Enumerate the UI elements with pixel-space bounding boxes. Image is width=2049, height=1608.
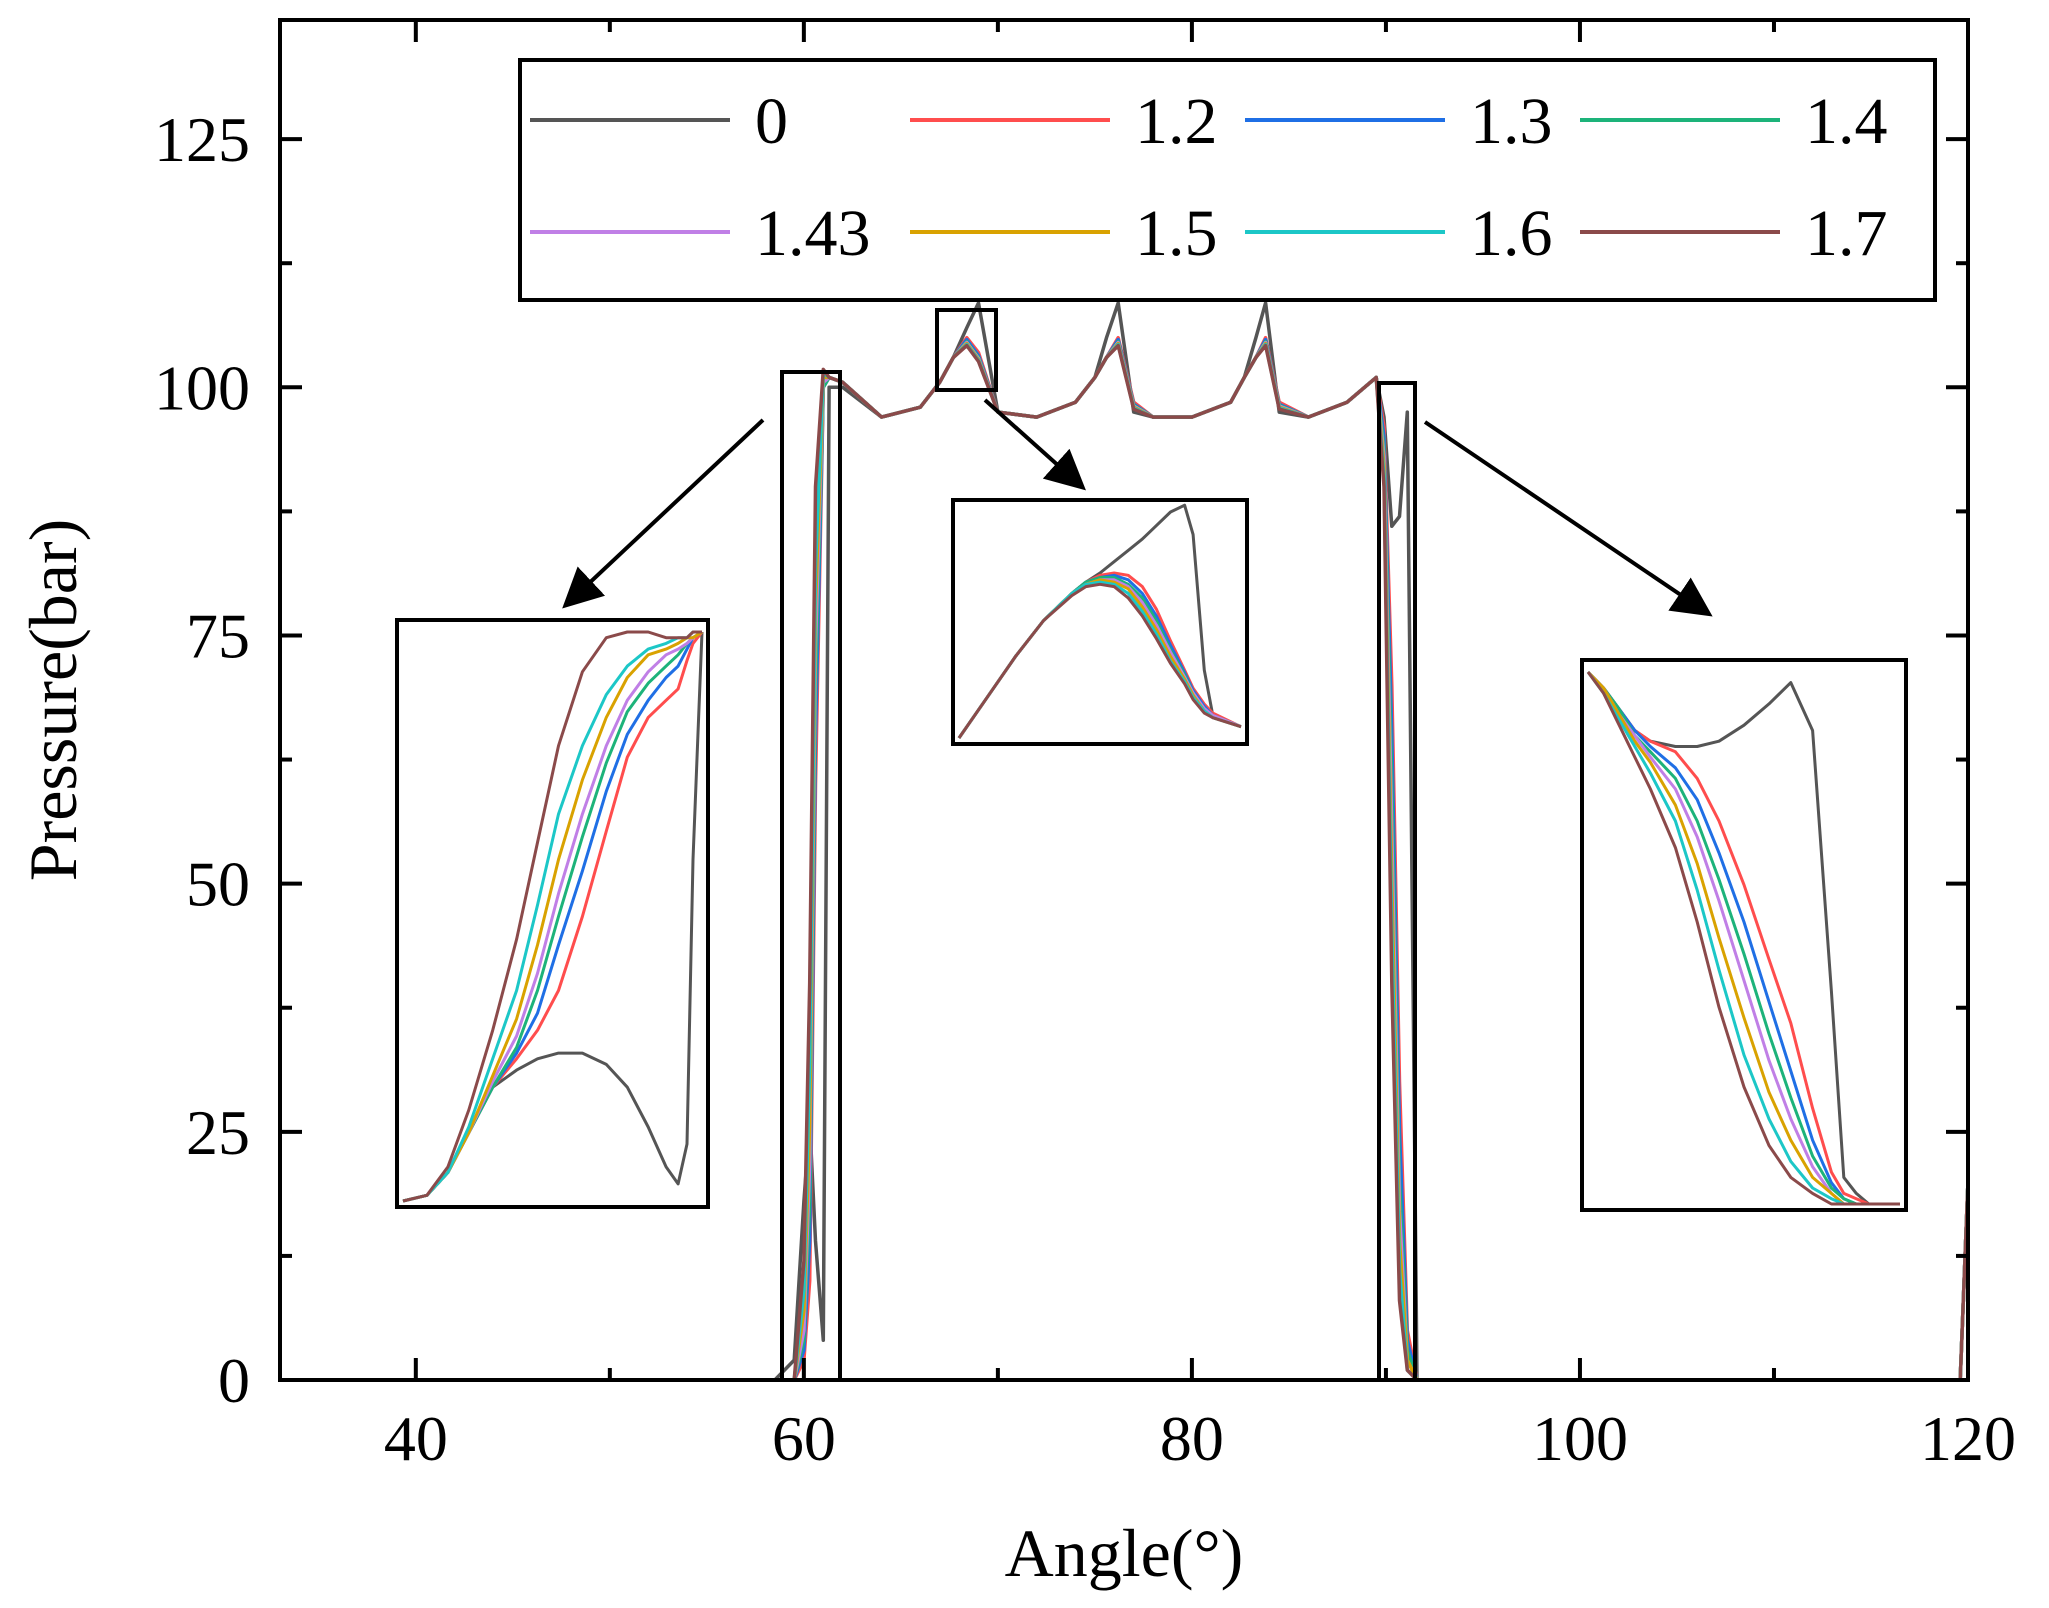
legend-label-1.5: 1.5 — [1135, 197, 1218, 270]
legend-label-0: 0 — [755, 85, 788, 158]
inset-right-zoom — [1580, 658, 1908, 1212]
arrow-right — [1423, 420, 1713, 617]
y-tick-label: 25 — [186, 1097, 250, 1168]
x-tick-label: 100 — [1532, 1403, 1628, 1474]
x-tick-label: 80 — [1160, 1403, 1224, 1474]
inset-left-zoom — [395, 618, 710, 1209]
legend-label-1.3: 1.3 — [1470, 85, 1553, 158]
zoom-box-middle — [935, 308, 998, 392]
y-tick-label: 75 — [186, 600, 250, 671]
plot-frame — [278, 18, 1970, 1382]
legend-label-1.43: 1.43 — [755, 197, 871, 270]
y-axis-title: Pressure(bar) — [15, 519, 91, 882]
inset-series-line-1.7 — [402, 630, 702, 1203]
main-series-lines — [280, 301, 1968, 1380]
legend-label-1.4: 1.4 — [1805, 85, 1888, 158]
series-line-0 — [280, 301, 1968, 1380]
arrow-middle — [983, 398, 1086, 491]
x-axis-title: Angle(°) — [1005, 1515, 1244, 1591]
x-axis-ticks: 40 60 80 100 120 — [384, 20, 2016, 1474]
y-tick-label: 50 — [186, 849, 250, 920]
x-tick-label: 60 — [772, 1403, 836, 1474]
inset-series-line-1.7 — [1586, 671, 1900, 1206]
x-tick-label: 40 — [384, 1403, 448, 1474]
y-tick-label: 0 — [218, 1345, 250, 1416]
legend-frame — [518, 58, 1937, 302]
y-tick-label: 100 — [154, 352, 250, 423]
legend-label-1.7: 1.7 — [1805, 197, 1888, 270]
arrow-left — [562, 418, 765, 609]
y-axis-ticks: 0 25 50 75 100 125 — [154, 104, 1968, 1416]
inset-series-line-1.7 — [957, 582, 1242, 739]
inset-middle-zoom — [951, 498, 1249, 746]
y-tick-label: 125 — [154, 104, 250, 175]
inset-series-line-1.5 — [402, 630, 703, 1203]
legend-label-1.2: 1.2 — [1135, 85, 1218, 158]
legend: 0 1.2 1.3 1.4 1.43 1.5 1.6 1.7 — [518, 58, 1937, 302]
x-tick-label: 120 — [1920, 1403, 2016, 1474]
legend-label-1.6: 1.6 — [1470, 197, 1553, 270]
